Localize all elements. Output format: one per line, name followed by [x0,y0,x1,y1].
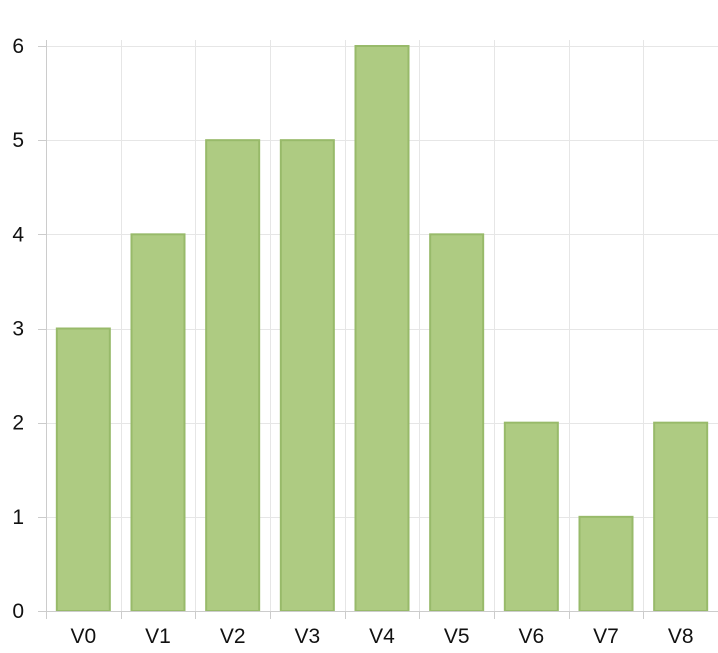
bar-v1 [130,233,186,612]
x-tick-label: V8 [668,625,694,648]
y-tick-label: 1 [12,506,24,529]
x-tick-label: V4 [369,625,395,648]
y-tick-label: 4 [12,223,24,246]
vertical-gridlines [121,40,644,611]
y-tick-label: 3 [12,318,24,341]
bar-v3 [279,139,335,613]
y-tick-label: 0 [12,600,24,623]
bar-v4 [354,45,410,612]
bar-v6 [503,421,559,612]
x-axis-ticks: V0 V1 V2 V3 V4 V5 V6 V7 V8 [70,611,694,648]
bar-v2 [205,139,261,613]
bar-v5 [429,233,485,612]
x-tick-label: V3 [294,625,320,648]
axes [38,40,718,619]
bar-v8 [653,421,709,612]
x-tick-label: V5 [444,625,470,648]
x-tick-label: V1 [145,625,171,648]
x-tick-label: V6 [518,625,544,648]
bars [55,45,709,613]
y-tick-label: 2 [12,412,24,435]
x-tick-label: V2 [220,625,246,648]
y-axis-ticks: 0 1 2 3 4 5 6 [12,35,46,623]
x-tick-label: V0 [70,625,96,648]
x-tick-label: V7 [593,625,619,648]
y-tick-label: 6 [12,35,24,58]
bar-v0 [55,327,111,612]
y-tick-label: 5 [12,129,24,152]
bar-v7 [578,515,634,612]
